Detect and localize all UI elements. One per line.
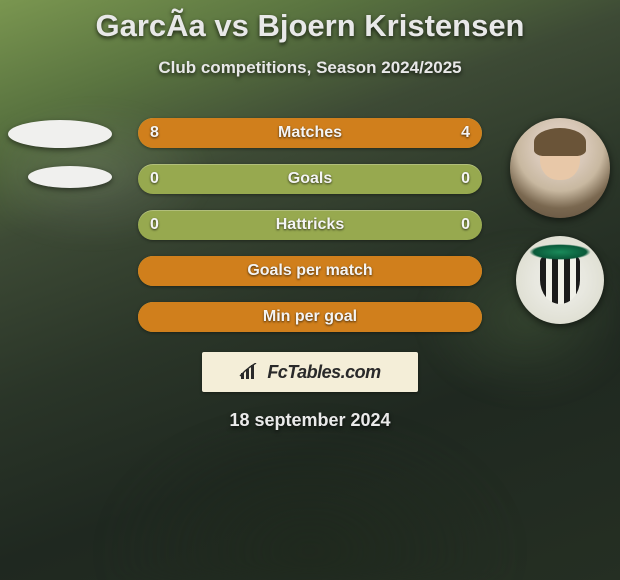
bar-chart-icon xyxy=(239,363,261,381)
stat-label: Goals xyxy=(138,164,482,194)
source-badge-text: FcTables.com xyxy=(267,362,380,383)
stat-bars: 84Matches 00Goals 00Hattricks Goals per mat… xyxy=(138,118,482,332)
source-badge: FcTables.com xyxy=(202,352,418,392)
player-left-avatar-placeholder xyxy=(8,120,112,148)
date-label: 18 september 2024 xyxy=(0,410,620,431)
right-player-column xyxy=(510,118,610,324)
stat-bar: 00Goals xyxy=(138,164,482,194)
stat-label: Hattricks xyxy=(138,210,482,240)
stat-bar: Goals per match xyxy=(138,256,482,286)
stat-bar: 84Matches xyxy=(138,118,482,148)
club-right-badge xyxy=(516,236,604,324)
club-left-badge-placeholder xyxy=(28,166,112,188)
stats-area: 84Matches 00Goals 00Hattricks Goals per mat… xyxy=(0,118,620,348)
stat-label: Matches xyxy=(138,118,482,148)
stat-bar: 00Hattricks xyxy=(138,210,482,240)
stat-label: Min per goal xyxy=(138,302,482,332)
stat-bar: Min per goal xyxy=(138,302,482,332)
stat-label: Goals per match xyxy=(138,256,482,286)
player-right-avatar xyxy=(510,118,610,218)
left-player-column xyxy=(8,120,112,188)
subtitle: Club competitions, Season 2024/2025 xyxy=(0,58,620,78)
page-title: GarcÃ­a vs Bjoern Kristensen xyxy=(0,8,620,44)
